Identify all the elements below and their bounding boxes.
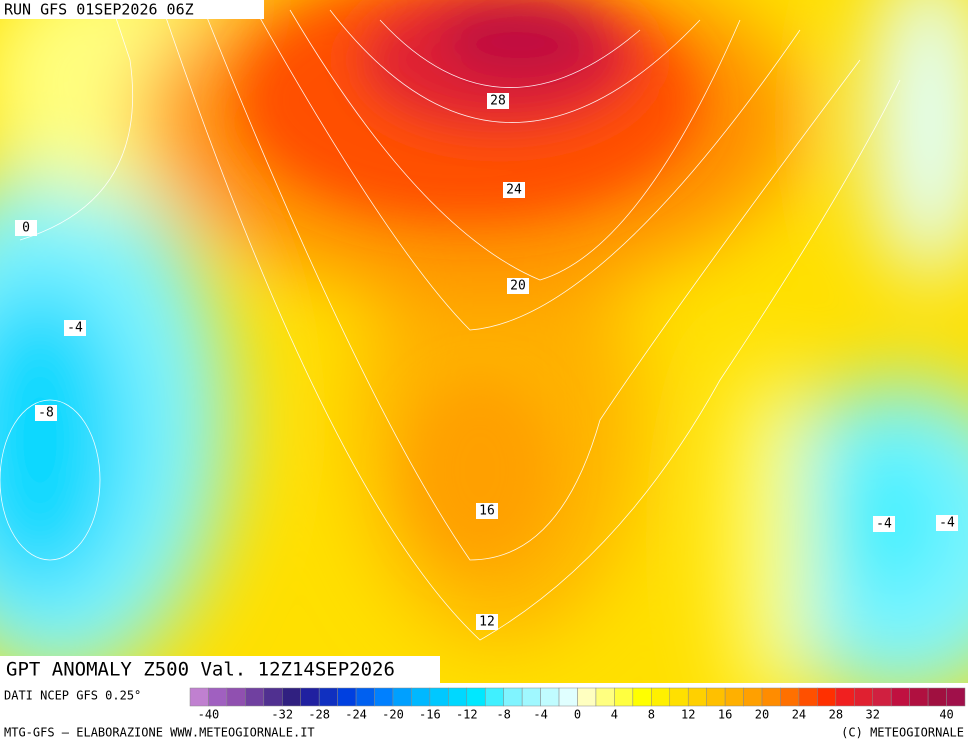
colorbar-tick-label: -28 (308, 708, 330, 722)
contour-label-box (15, 220, 37, 236)
colorbar-swatch (521, 687, 541, 707)
contour-label: 20 (510, 279, 526, 294)
colorbar-swatch (651, 687, 671, 707)
contour-label: -4 (67, 321, 83, 336)
colorbar-tick-label: -12 (456, 708, 478, 722)
colorbar-swatch (632, 687, 652, 707)
colorbar-swatch (245, 687, 265, 707)
colorbar-swatch (761, 687, 781, 707)
colorbar-swatch (189, 687, 209, 707)
colorbar-swatch (780, 687, 800, 707)
contour-label: -4 (939, 516, 955, 531)
colorbar-swatch (411, 687, 431, 707)
colorbar-swatch (798, 687, 818, 707)
colorbar-swatch (872, 687, 892, 707)
colorbar-swatch (540, 687, 560, 707)
colorbar-tick-label: 24 (792, 708, 806, 722)
colorbar-swatch (226, 687, 246, 707)
contour-label-box (35, 405, 57, 421)
colorbar-tick-label: 16 (718, 708, 732, 722)
colorbar-swatch (743, 687, 763, 707)
colorbar-swatch (448, 687, 468, 707)
contour-label-box (476, 614, 498, 630)
colorbar-swatch (355, 687, 375, 707)
colorbar-swatch (909, 687, 929, 707)
colorbar-tick-label: -24 (345, 708, 367, 722)
colorbar-tick-label: -40 (198, 708, 220, 722)
colorbar: -40 -32 -28 -24 -20 -16 -12 -8 -4 0 4 8 12 16 20 24 28 32… (189, 687, 966, 722)
contour-label: 28 (490, 94, 506, 109)
colorbar-swatch (263, 687, 283, 707)
colorbar-tick-label: -20 (382, 708, 404, 722)
contour-label: -4 (876, 517, 892, 532)
colorbar-swatch (466, 687, 486, 707)
title-box (0, 656, 440, 684)
colorbar-swatch (669, 687, 689, 707)
contour-label-box (64, 320, 86, 336)
run-label: RUN GFS 01SEP2026 06Z (4, 1, 194, 19)
colorbar-tick-label: 0 (574, 708, 581, 722)
colorbar-tick-label: 40 (939, 708, 953, 722)
colorbar-swatch (927, 687, 947, 707)
credit-left: MTG-GFS — ELABORAZIONE WWW.METEOGIORNALE… (4, 726, 315, 740)
colorbar-swatch (484, 687, 504, 707)
header-box (0, 0, 264, 19)
colorbar-tick-label: 20 (755, 708, 769, 722)
contour-label-box (503, 182, 525, 198)
contour-label-box (487, 93, 509, 109)
colorbar-swatch (282, 687, 301, 707)
contour-label: 0 (22, 221, 30, 236)
colorbar-swatch (392, 687, 412, 707)
colorbar-swatch (318, 687, 338, 707)
colorbar-tick-label: -32 (271, 708, 293, 722)
colorbar-swatch (558, 687, 578, 707)
colorbar-swatch (946, 687, 966, 707)
colorbar-swatch (614, 687, 634, 707)
contour-labels: 28 24 20 16 12 0 -4 -8 -4 -4 (15, 93, 958, 630)
colorbar-swatch (374, 687, 394, 707)
colorbar-swatch (300, 687, 320, 707)
contour-label-box (936, 515, 958, 531)
colorbar-swatch (595, 687, 615, 707)
colorbar-swatch (890, 687, 910, 707)
colorbar-swatch (835, 687, 855, 707)
colorbar-swatch (337, 687, 357, 707)
colorbar-swatch (854, 687, 873, 707)
map-title: GPT ANOMALY Z500 Val. 12Z14SEP2026 (6, 659, 395, 681)
contour-label: 24 (506, 183, 522, 198)
colorbar-tick-label: 4 (611, 708, 618, 722)
colorbar-swatch (503, 687, 523, 707)
contour-label-box (476, 503, 498, 519)
colorbar-swatch (429, 687, 449, 707)
colorbar-swatch (208, 687, 228, 707)
colorbar-swatch (687, 687, 707, 707)
contour-label: 16 (479, 504, 495, 519)
credit-right: (C) METEOGIORNALE (841, 726, 964, 740)
colorbar-tick-label: -16 (419, 708, 441, 722)
contour-label: -8 (38, 406, 54, 421)
colorbar-tick-label: -8 (496, 708, 510, 722)
anomaly-field (0, 0, 968, 720)
colorbar-swatch (724, 687, 744, 707)
contour-label: 12 (479, 615, 495, 630)
colorbar-tick-label: 32 (866, 708, 880, 722)
colorbar-tick-label: 28 (829, 708, 843, 722)
colorbar-tick-label: 12 (681, 708, 695, 722)
contour-label-box (507, 278, 529, 294)
colorbar-swatch (577, 687, 597, 707)
colorbar-swatch (706, 687, 726, 707)
contour-label-box (873, 516, 895, 532)
colorbar-tick-label: 8 (648, 708, 655, 722)
data-source: DATI NCEP GFS 0.25° (4, 689, 141, 703)
colorbar-swatch (817, 687, 837, 707)
colorbar-tick-label: -4 (533, 708, 547, 722)
